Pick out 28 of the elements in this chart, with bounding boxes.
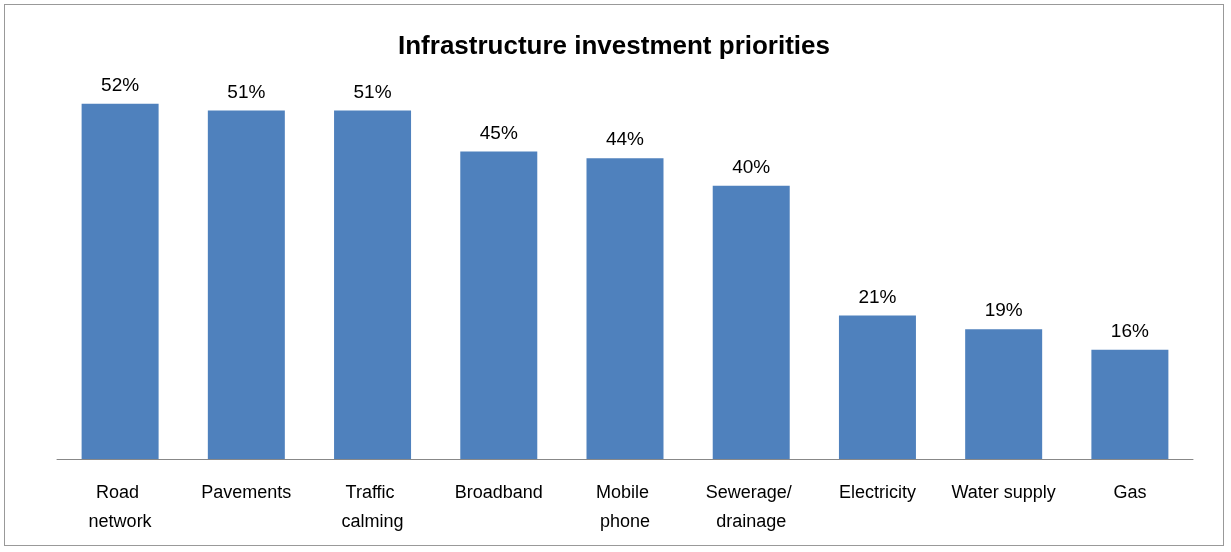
bar (838, 315, 916, 459)
data-label: 45% (479, 121, 518, 143)
x-tick-label: Gas (1113, 481, 1147, 502)
data-label: 40% (732, 155, 771, 177)
x-tick-label: Broadband (454, 481, 543, 502)
data-label: 21% (858, 285, 897, 307)
bar (460, 151, 538, 459)
bar (586, 158, 664, 459)
bar (965, 329, 1043, 459)
data-label: 52% (101, 73, 140, 95)
data-label: 19% (984, 299, 1023, 321)
bar (81, 103, 159, 459)
bar (207, 110, 285, 459)
x-tick-label: Mobile phone (595, 481, 655, 531)
data-label: 51% (227, 80, 266, 102)
x-tick-label: Pavements (201, 481, 292, 502)
bar (334, 110, 412, 459)
chart-title: Infrastructure investment priorities (398, 30, 830, 60)
x-tick-label: Electricity (838, 481, 916, 502)
data-label: 16% (1110, 319, 1150, 341)
bar (1091, 349, 1169, 459)
x-tick-label: Road network (88, 481, 153, 531)
data-label: 44% (605, 128, 645, 150)
data-label: 51% (353, 80, 392, 102)
x-tick-label: Water supply (951, 481, 1056, 502)
x-tick-label: Sewerage/ drainage (705, 481, 797, 531)
x-tick-label: Traffic calming (341, 481, 404, 531)
bar (712, 185, 790, 459)
